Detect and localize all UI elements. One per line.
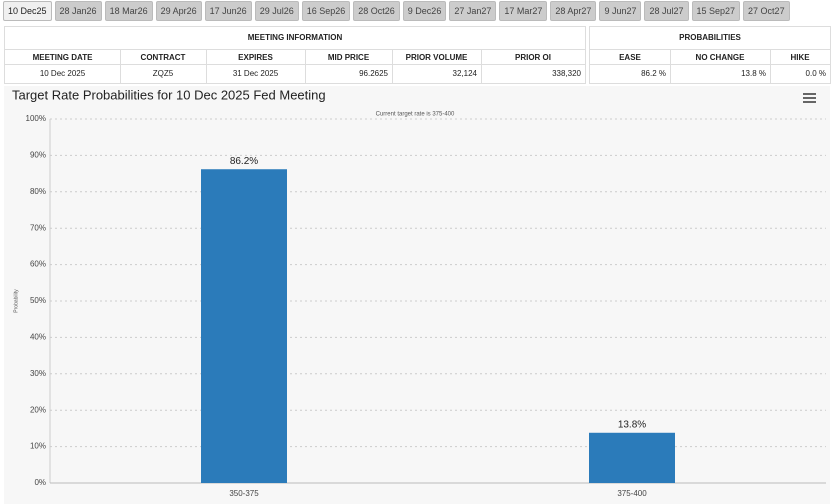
table-title: PROBABILITIES xyxy=(679,33,741,42)
column-header: EASE xyxy=(619,53,641,62)
bar xyxy=(589,432,675,483)
table-cell: 338,320 xyxy=(552,69,581,78)
divider xyxy=(590,49,830,50)
tab[interactable]: 9 Jun27 xyxy=(599,1,642,21)
y-tick-label: 80% xyxy=(30,187,46,196)
tab[interactable]: 18 Mar26 xyxy=(104,1,153,21)
menu-bar xyxy=(803,97,816,99)
tab[interactable]: 27 Oct27 xyxy=(743,1,790,21)
meeting-info-table: MEETING INFORMATION MEETING DATE 10 Dec 20… xyxy=(4,26,586,84)
value-label: 13.8% xyxy=(618,419,646,430)
column-header: MEETING DATE xyxy=(32,53,93,62)
value-label: 86.2% xyxy=(230,156,258,167)
y-tick-label: 90% xyxy=(30,151,46,160)
table-cell: 13.8 % xyxy=(741,69,766,78)
chart: Target Rate Probabilities for 10 Dec 202… xyxy=(4,86,830,504)
divider xyxy=(590,64,830,65)
tab[interactable]: 16 Sep26 xyxy=(301,1,351,21)
column-divider xyxy=(392,49,393,83)
tab[interactable]: 28 Apr27 xyxy=(550,1,597,21)
column-header: PRIOR VOLUME xyxy=(405,53,468,62)
y-tick-label: 20% xyxy=(30,405,46,414)
tab[interactable]: 17 Jun26 xyxy=(204,1,252,21)
x-tick-label: 350-375 xyxy=(229,489,259,498)
table-cell: 32,124 xyxy=(452,69,477,78)
y-tick-label: 60% xyxy=(30,260,46,269)
column-divider xyxy=(770,49,771,83)
y-tick-label: 0% xyxy=(34,478,46,487)
tab[interactable]: 28 Jan26 xyxy=(54,1,102,21)
chart-title: Target Rate Probabilities for 10 Dec 202… xyxy=(12,87,326,102)
tab[interactable]: 29 Jul26 xyxy=(254,1,299,21)
bar xyxy=(201,169,287,483)
probabilities-table: PROBABILITIES EASE 86.2 % NO CHANGE 13.8 % HI… xyxy=(589,26,831,84)
column-divider xyxy=(670,49,671,83)
column-divider xyxy=(206,49,207,83)
chart-background xyxy=(4,86,830,504)
y-axis-label: Probability xyxy=(13,289,19,313)
divider xyxy=(5,49,585,50)
column-header: CONTRACT xyxy=(140,53,186,62)
table-cell: 0.0 % xyxy=(805,69,826,78)
y-tick-label: 30% xyxy=(30,369,46,378)
tab[interactable]: 29 Apr26 xyxy=(155,1,202,21)
tab[interactable]: 28 Oct26 xyxy=(353,1,400,21)
tab[interactable]: 9 Dec26 xyxy=(402,1,447,21)
column-divider xyxy=(120,49,121,83)
table-cell: 31 Dec 2025 xyxy=(232,69,279,78)
column-header: EXPIRES xyxy=(238,53,273,62)
table-cell: 86.2 % xyxy=(641,69,666,78)
column-divider xyxy=(305,49,306,83)
tab[interactable]: 27 Jan27 xyxy=(449,1,497,21)
tab[interactable]: 17 Mar27 xyxy=(499,1,548,21)
table-cell: 96.2625 xyxy=(359,69,388,78)
column-header: HIKE xyxy=(790,53,810,62)
y-tick-label: 70% xyxy=(30,223,46,232)
menu-bar xyxy=(803,101,816,103)
column-header: NO CHANGE xyxy=(695,53,745,62)
table-title: MEETING INFORMATION xyxy=(247,33,343,42)
tab[interactable]: 15 Sep27 xyxy=(691,1,741,21)
y-tick-label: 40% xyxy=(30,333,46,342)
menu-bar xyxy=(803,93,816,95)
column-header: MID PRICE xyxy=(327,53,370,62)
column-divider xyxy=(481,49,482,83)
chart-subtitle: Current target rate is 375-400 xyxy=(376,112,455,118)
y-tick-label: 100% xyxy=(26,114,46,123)
table-cell: 10 Dec 2025 xyxy=(39,69,86,78)
menu-icon[interactable] xyxy=(803,93,816,103)
table-cell: ZQZ5 xyxy=(152,69,174,78)
x-tick-label: 375-400 xyxy=(617,489,647,498)
column-header: PRIOR OI xyxy=(514,53,551,62)
tab[interactable]: 28 Jul27 xyxy=(644,1,689,21)
y-tick-label: 10% xyxy=(30,442,46,451)
divider xyxy=(5,64,585,65)
tab-bar: 10 Dec25 28 Jan26 18 Mar26 29 Apr26 17 Jun26… xyxy=(3,1,790,21)
tab[interactable]: 10 Dec25 xyxy=(3,1,52,21)
y-tick-label: 50% xyxy=(30,296,46,305)
